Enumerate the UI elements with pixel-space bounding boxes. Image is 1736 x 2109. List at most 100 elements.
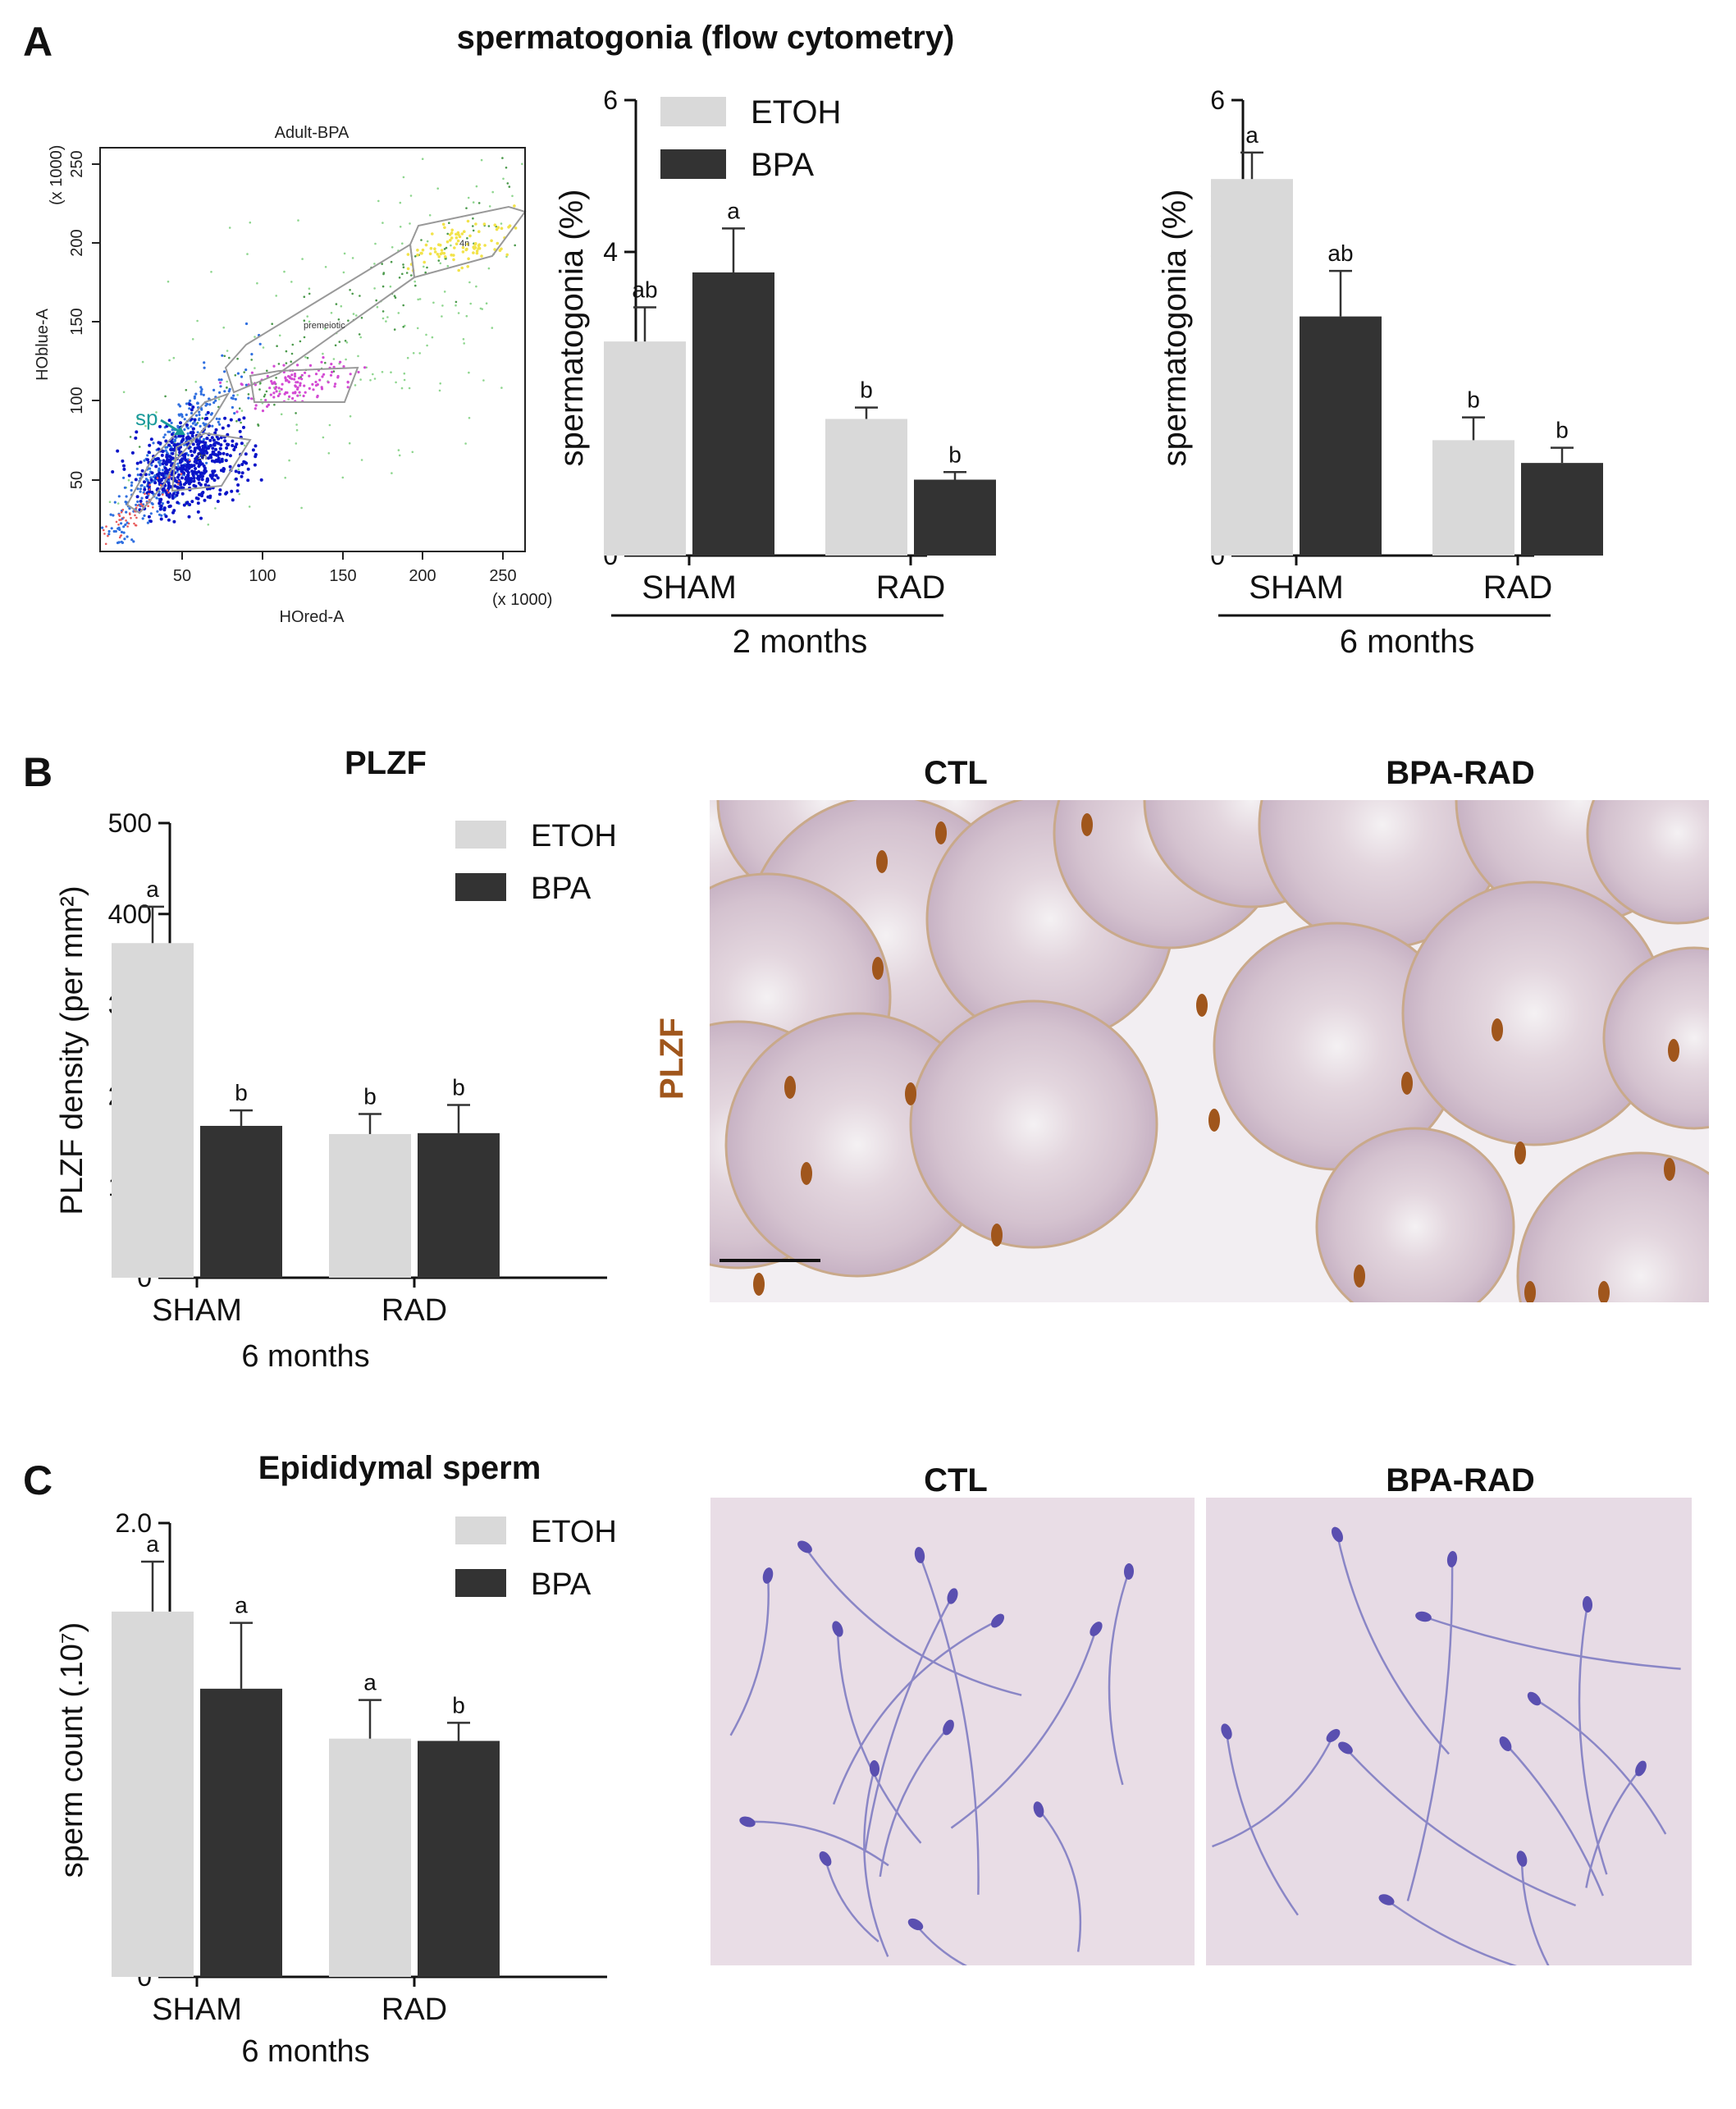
flow-event-dot <box>155 496 158 500</box>
flow-event-dot <box>161 450 165 454</box>
flow-y-multiplier: (x 1000) <box>48 145 66 205</box>
flow-event-dot <box>135 506 138 510</box>
legend-label-bpa: BPA <box>531 1567 592 1602</box>
flow-event-dot <box>505 167 508 169</box>
flow-event-dot <box>226 350 229 352</box>
flow-event-dot <box>284 377 287 380</box>
flow-event-dot <box>200 494 203 498</box>
flow-event-dot <box>171 492 176 496</box>
flow-event-dot <box>487 225 491 227</box>
flow-event-dot <box>337 318 340 321</box>
flow-event-dot <box>122 467 126 471</box>
sperm-tail <box>1533 1697 1667 1835</box>
flow-event-dot <box>258 388 261 391</box>
flow-event-dot <box>261 409 265 413</box>
flow-event-dot <box>275 295 278 297</box>
y-axis-label: PLZF density (per mm²) <box>55 885 89 1215</box>
flow-event-dot <box>122 476 126 479</box>
flow-event-dot <box>192 479 196 483</box>
flow-event-dot <box>341 476 345 479</box>
flow-event-dot <box>159 478 163 483</box>
flow-event-dot <box>254 444 258 448</box>
chart-b-plzf: PLZF0100200300400500PLZF density (per mm… <box>55 745 617 1374</box>
sperm-tail <box>729 1575 770 1736</box>
flow-event-dot <box>308 292 311 295</box>
flow-event-dot <box>185 389 188 391</box>
flow-event-dot <box>238 407 241 410</box>
flow-event-dot <box>445 246 448 249</box>
flow-event-dot <box>224 459 228 463</box>
flow-event-dot <box>431 336 434 339</box>
flow-event-dot <box>456 239 460 243</box>
flow-event-dot <box>357 370 360 374</box>
legend-label-etoh: ETOH <box>751 94 841 130</box>
sperm-tail <box>1336 1534 1450 1755</box>
flow-event-dot <box>234 397 237 401</box>
flow-event-dot <box>161 462 165 466</box>
flow-event-dot <box>322 356 325 359</box>
plzf-positive-cell <box>753 1273 765 1296</box>
flow-event-dot <box>218 423 222 426</box>
flow-event-dot <box>187 476 191 480</box>
flow-event-dot <box>194 392 198 396</box>
flow-x-multiplier: (x 1000) <box>492 591 552 609</box>
sperm-head <box>1326 1728 1341 1743</box>
flow-event-dot <box>219 385 222 388</box>
legend-label-etoh: ETOH <box>531 819 617 853</box>
flow-event-dot <box>141 505 144 508</box>
y-tick-label: 4 <box>603 237 618 267</box>
significance-letter: b <box>1467 387 1480 413</box>
flow-event-dot <box>437 255 441 258</box>
flow-event-dot <box>254 336 256 338</box>
flow-event-dot <box>320 387 324 391</box>
flow-event-dot <box>149 478 153 482</box>
flow-event-dot <box>474 222 477 226</box>
ihc-image-ctl-bparad <box>710 800 1709 1302</box>
flow-event-dot <box>167 479 171 483</box>
bar-bpa-rad <box>1521 463 1603 556</box>
flow-event-dot <box>287 398 290 400</box>
flow-event-dot <box>203 466 207 470</box>
flow-event-dot <box>455 300 458 304</box>
flow-event-dot <box>212 443 217 447</box>
flow-event-dot <box>177 447 181 451</box>
flow-event-dot <box>168 359 171 362</box>
flow-event-dot <box>303 336 306 339</box>
flow-event-dot <box>420 251 423 255</box>
flow-event-dot <box>196 401 199 405</box>
gate-2n-label: 2n <box>197 452 207 462</box>
flow-event-dot <box>304 356 307 359</box>
flow-event-dot <box>208 438 212 442</box>
flow-event-dot <box>189 399 192 402</box>
flow-event-dot <box>391 472 393 474</box>
sperm-tail <box>864 1595 954 1853</box>
flow-event-dot <box>272 364 276 368</box>
flow-event-dot <box>203 417 208 421</box>
flow-event-dot <box>198 437 201 441</box>
flow-cytometry-plot: Adult-BPA (x 1000) HOblue-A HOred-A (x 1… <box>34 124 552 626</box>
flow-event-dot <box>441 222 445 226</box>
plzf-positive-cell <box>1196 994 1208 1017</box>
flow-event-dot <box>300 373 304 377</box>
flow-event-dot <box>199 516 203 520</box>
flow-event-dot <box>466 265 469 268</box>
flow-event-dot <box>162 488 166 492</box>
flow-event-dot <box>514 226 518 230</box>
flow-event-dot <box>228 356 231 359</box>
flow-event-dot <box>296 386 299 389</box>
flow-event-dot <box>234 469 238 473</box>
flow-event-dot <box>336 376 340 379</box>
flow-event-dot <box>298 391 301 394</box>
sperm-tail <box>1386 1898 1518 1965</box>
flow-event-dot <box>491 327 494 329</box>
flow-event-dot <box>373 263 376 265</box>
flow-event-dot <box>176 475 180 479</box>
flow-event-dot <box>201 417 203 419</box>
flow-event-dot <box>339 360 342 364</box>
sperm-tail <box>803 1546 1022 1696</box>
legend-swatch-etoh <box>455 821 506 849</box>
significance-letter: b <box>948 441 962 467</box>
flow-event-dot <box>214 473 218 478</box>
flow-event-dot <box>157 457 160 460</box>
